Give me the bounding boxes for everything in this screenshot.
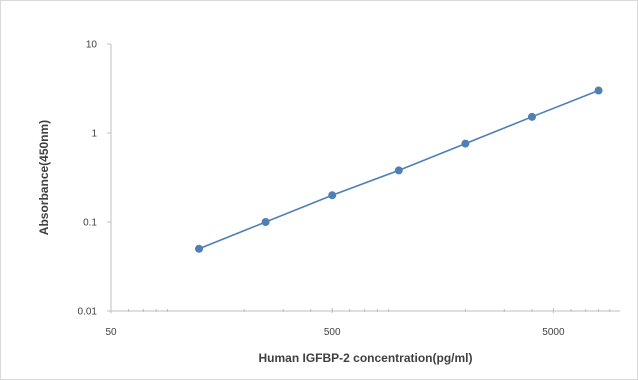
- data-point-6: [527, 112, 536, 121]
- data-point-5: [461, 139, 470, 148]
- x-axis-title: Human IGFBP-2 concentration(pg/ml): [258, 351, 472, 365]
- x-tick-label: 50: [105, 327, 117, 338]
- y-tick-label: 10: [86, 40, 98, 51]
- data-point-7: [594, 86, 603, 95]
- data-point-1: [195, 244, 204, 253]
- x-tick-label: 500: [324, 327, 341, 338]
- data-point-2: [261, 218, 270, 226]
- y-tick-label: 0.01: [78, 307, 98, 318]
- data-points: [195, 86, 603, 253]
- y-tick-label: 0.1: [83, 218, 97, 229]
- y-axis-title: Absorbance(450nm): [37, 120, 51, 235]
- y-axis-ticks: 0.01 0.1 1 10: [78, 40, 111, 318]
- y-tick-label: 1: [91, 129, 97, 140]
- data-point-4: [394, 166, 403, 175]
- data-point-3: [328, 191, 337, 200]
- x-axis-ticks: 50 500 5000: [105, 308, 611, 338]
- x-tick-label: 5000: [542, 327, 565, 338]
